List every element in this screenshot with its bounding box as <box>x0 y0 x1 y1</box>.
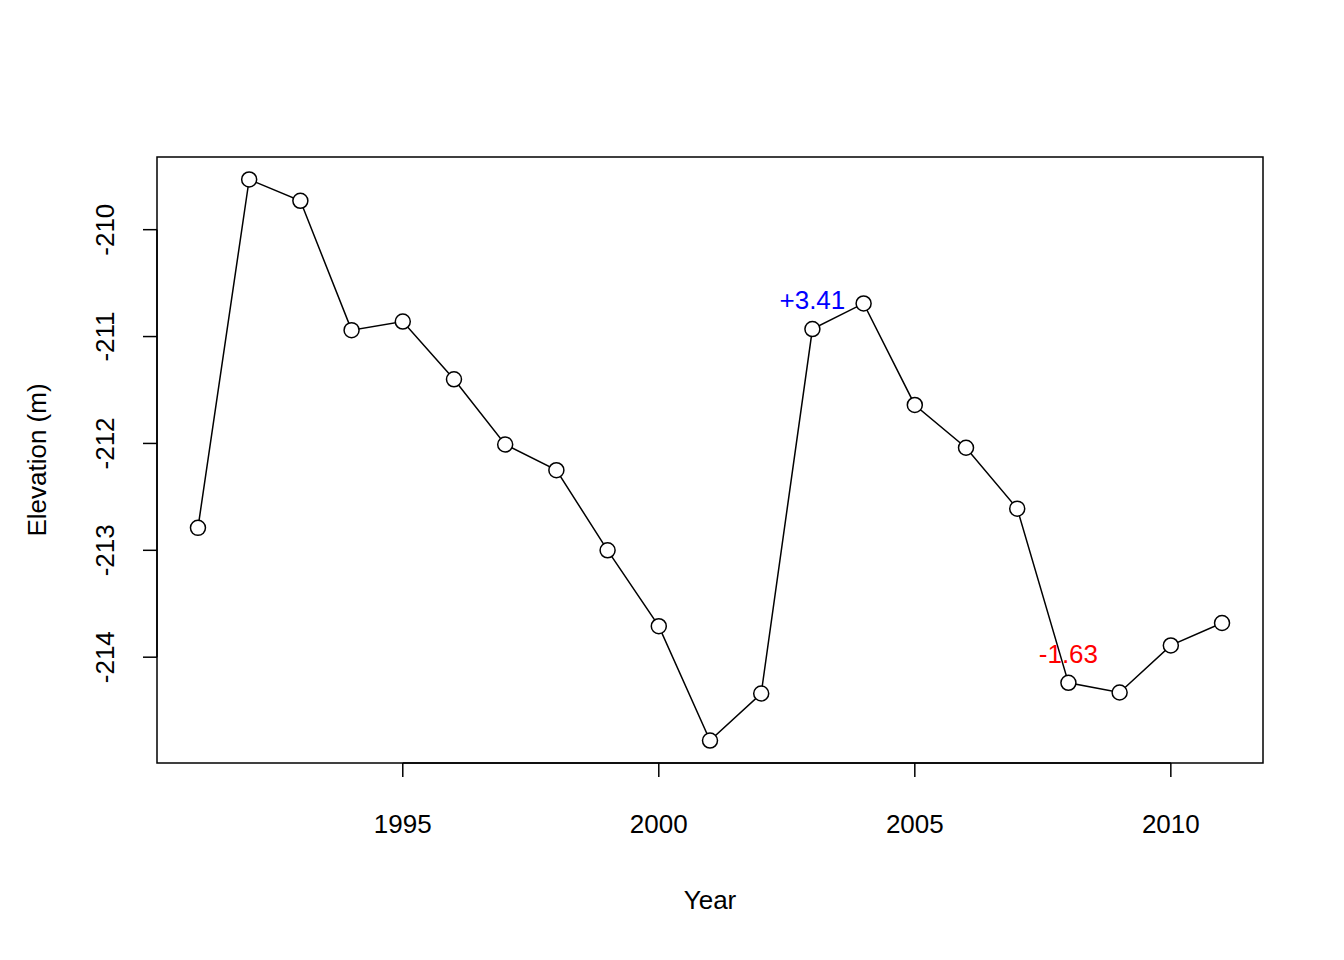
data-point <box>1010 501 1025 516</box>
data-point <box>498 437 513 452</box>
chart: 1995 2000 2005 2010 -214 -213 -212 -211 -210 Year… <box>0 0 1344 960</box>
x-tick-label: 2000 <box>630 809 688 839</box>
data-line <box>198 179 1222 740</box>
data-point <box>651 619 666 634</box>
plot-frame <box>157 157 1263 763</box>
data-point <box>959 440 974 455</box>
data-point <box>703 733 718 748</box>
y-axis-title: Elevation (m) <box>22 383 52 536</box>
data-point <box>293 193 308 208</box>
data-point <box>907 397 922 412</box>
data-point <box>190 520 205 535</box>
y-tick <box>143 229 157 231</box>
x-axis-line <box>403 762 1171 764</box>
y-tick <box>143 336 157 338</box>
x-tick-label: 1995 <box>374 809 432 839</box>
data-point <box>395 314 410 329</box>
y-tick-label: -210 <box>90 204 120 256</box>
data-point <box>1061 675 1076 690</box>
y-tick-label: -211 <box>90 312 120 362</box>
x-tick <box>402 763 404 777</box>
x-tick-label: 2005 <box>886 809 944 839</box>
plot-area <box>190 172 1229 748</box>
data-point <box>549 463 564 478</box>
x-tick <box>658 763 660 777</box>
data-point <box>344 323 359 338</box>
x-tick <box>1170 763 1172 777</box>
data-point <box>600 543 615 558</box>
data-point <box>1163 638 1178 653</box>
data-point <box>754 686 769 701</box>
data-point <box>856 296 871 311</box>
data-point <box>805 322 820 337</box>
annotation: -1.63 <box>1039 639 1098 669</box>
y-tick-label: -213 <box>90 524 120 576</box>
y-tick-label: -212 <box>90 417 120 469</box>
y-tick <box>143 550 157 552</box>
y-tick <box>143 443 157 445</box>
data-point <box>446 372 461 387</box>
annotation: +3.41 <box>780 285 846 315</box>
x-axis-title: Year <box>684 885 737 915</box>
x-tick-label: 2010 <box>1142 809 1200 839</box>
y-tick-label: -214 <box>90 631 120 683</box>
x-tick <box>914 763 916 777</box>
data-point <box>1215 615 1230 630</box>
y-tick <box>143 656 157 658</box>
data-point <box>1112 685 1127 700</box>
data-point <box>242 172 257 187</box>
